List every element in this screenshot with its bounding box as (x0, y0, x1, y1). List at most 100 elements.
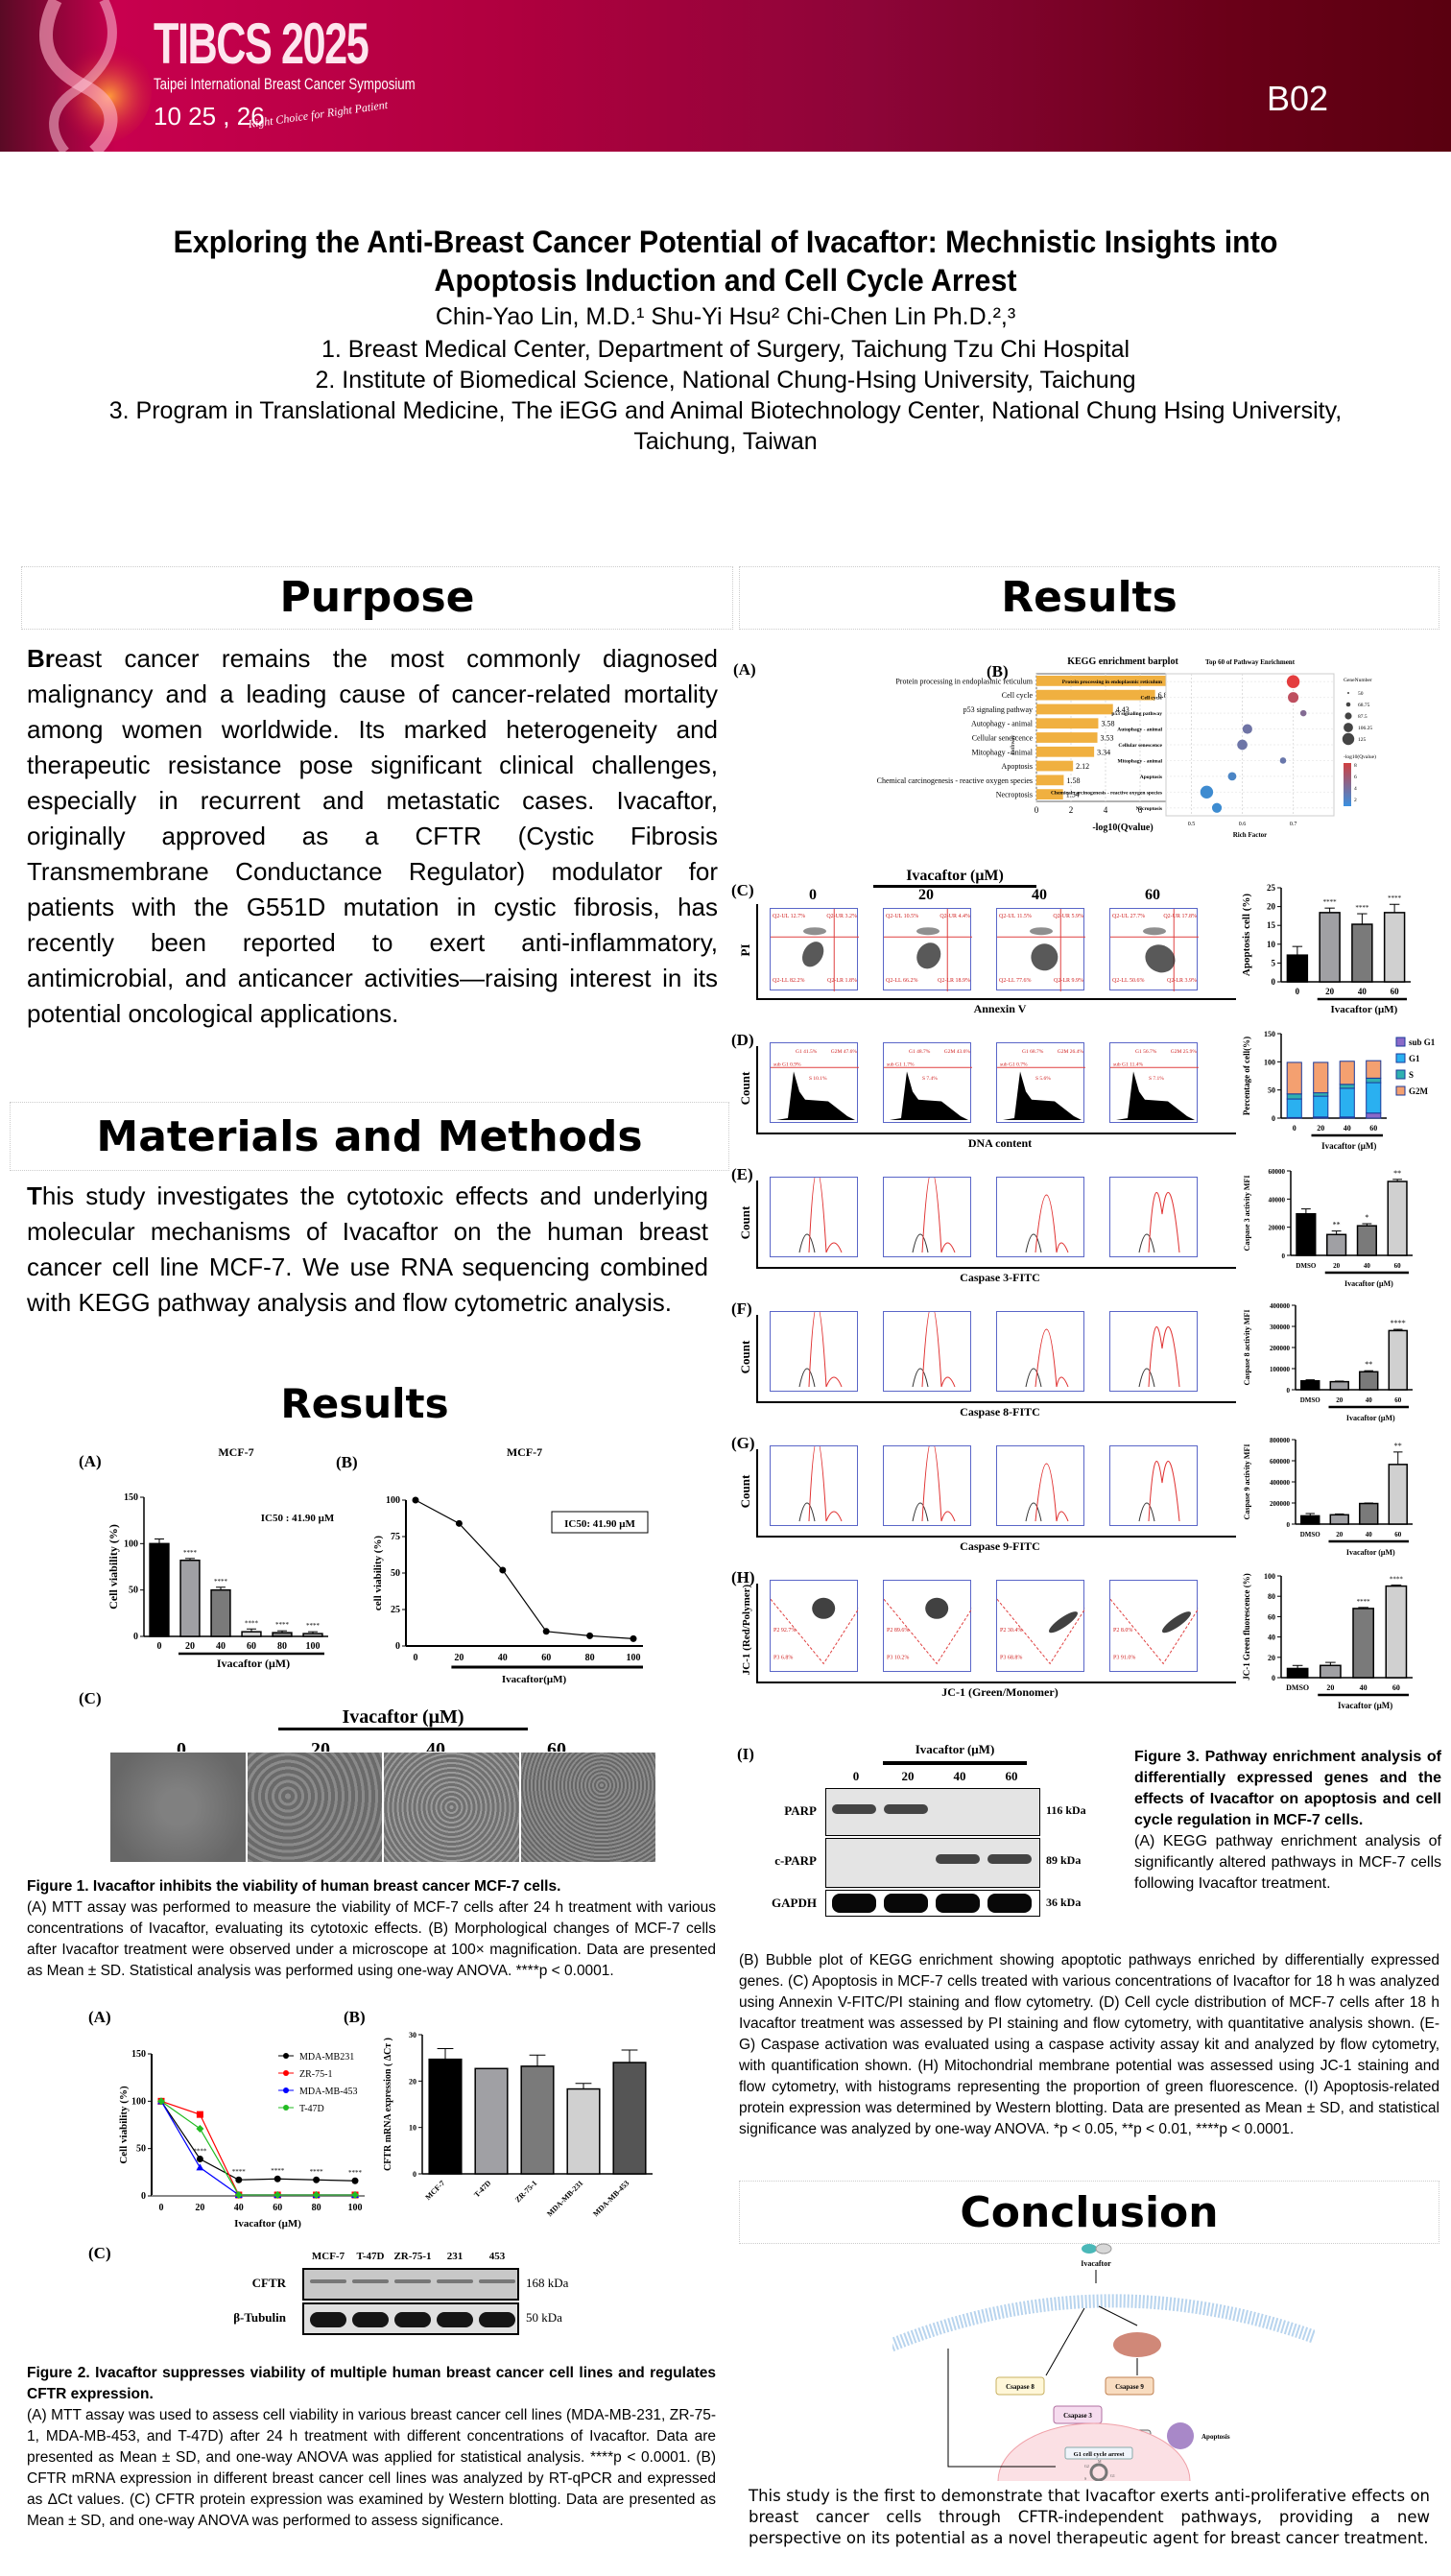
flow-plot (883, 1304, 971, 1392)
treated-histogram (1035, 1463, 1069, 1522)
blot-strip (825, 1838, 1040, 1888)
fig3c-apoptosis-bar-chart: 0 5 10 15 20 25 0 **** 20 **** 40 **** 60 Apoptosis c… (1241, 883, 1411, 1015)
x-tick-label: 0 (1296, 987, 1300, 996)
affiliation-3-cont: Taichung, Taiwan (633, 428, 818, 455)
lane-label: 40 (953, 1769, 966, 1783)
arrow (947, 2349, 1056, 2468)
x-axis-label: Ivacaftor (μM) (1344, 1279, 1393, 1288)
bar (1359, 1502, 1379, 1525)
significance-label: ** (1365, 1360, 1372, 1369)
y-tick-label: 0 (1272, 1114, 1275, 1123)
x-tick-label: 6 (1138, 805, 1143, 815)
dose-label: 60 (1145, 887, 1160, 903)
blot-band (884, 1894, 928, 1913)
axis-arrow-y (756, 1181, 758, 1267)
blot-row-label: PARP (784, 1803, 817, 1818)
logo-title: TIBCS 2025 (154, 12, 369, 76)
fig1b-line-chart: MCF-7 0 25 50 75 100 0 20 40 60 80 100 cell viabilit… (372, 1445, 649, 1685)
x-tick-label: 60 (1394, 1531, 1402, 1538)
data-point (196, 2124, 204, 2133)
fig3d-cellcycle-stacked-bar-chart: 0 50 100 150 0 20 40 60 Percentage of cell(%) Iva… (1242, 1030, 1436, 1151)
blot-band (884, 1804, 928, 1814)
x-tick-label: MDA-MB-231 (545, 2179, 584, 2218)
significance-label: ** (1394, 1442, 1402, 1450)
lane-label: 20 (901, 1769, 915, 1783)
legend-swatch (1395, 1053, 1406, 1063)
category-label: Autophagy - animal (971, 720, 1034, 728)
bubble (1279, 757, 1287, 764)
blot-row-label: β-Tubulin (233, 2310, 286, 2325)
category-label: Chemical carcinogenesis - reactive oxyge… (1051, 790, 1162, 796)
category-label: Apoptosis (1002, 762, 1033, 771)
axis-arrow-x (756, 1536, 1236, 1538)
x-tick-label: DMSO (1296, 1262, 1317, 1270)
blot-strip (825, 1788, 1040, 1836)
bar (1036, 676, 1182, 686)
x-tick-label: 40 (1366, 1531, 1373, 1538)
y-axis-label: Caspase 8 activity MFI (1243, 1310, 1251, 1386)
significance-label: ** (1393, 1169, 1401, 1178)
flow-plot: Q2-UL 12.7% Q2-UR 3.2% Q2-LL 82.2% Q2-LR 1.… (770, 908, 859, 991)
y-tick-label: 50 (136, 2144, 146, 2155)
treated-histogram (1148, 1192, 1180, 1253)
category-label: Mitophagy - animal (971, 748, 1033, 756)
axis-arrow-x (756, 1401, 1236, 1403)
y-tick-label: 10 (409, 2124, 416, 2133)
gate-label: P3 68.8% (1000, 1656, 1022, 1661)
legend-label: sub G1 (1409, 1038, 1436, 1047)
arrest-label: G1 cell cycle arrest (1074, 2451, 1126, 2458)
x-axis-label: Ivacaftor (μM) (234, 2218, 301, 2230)
gate-label: sub G1 0.7% (1000, 1062, 1028, 1068)
y-tick-label: 50 (391, 1568, 400, 1579)
y-axis-label: Caspase 3 activity MFI (1243, 1176, 1251, 1252)
significance-label: **** (183, 1549, 198, 1557)
y-tick-label: 0 (413, 2170, 416, 2179)
arrow (1045, 2307, 1085, 2376)
series-line (415, 1499, 634, 1639)
control-histogram (1025, 1368, 1042, 1388)
conference-banner: TIBCS 2025 Taipei International Breast C… (0, 0, 1451, 152)
flow-plot-graphic (912, 1439, 956, 1522)
x-tick-label: 0 (157, 1641, 162, 1652)
y-axis-label: Apoptosis cell (%) (1241, 894, 1252, 977)
gate-label: G2M 43.6% (944, 1049, 971, 1055)
flow-plot-graphic: Q2-UL 10.5% Q2-UR 4.4% Q2-LL 66.2% Q2-LR 18… (884, 909, 972, 991)
bar (241, 1631, 262, 1637)
legend-bubble (1342, 732, 1355, 746)
x-tick-label: 100 (306, 1641, 321, 1652)
axis-arrow-y (756, 1315, 758, 1401)
blot-band (394, 2279, 431, 2283)
bubble (1211, 802, 1223, 813)
y-axis-label: cell viability (%) (372, 1536, 384, 1611)
phase-label: S (1084, 2476, 1086, 2481)
x-tick-label: 40 (234, 2203, 244, 2213)
y-tick-label: 0 (1287, 1521, 1291, 1529)
y-tick-label: 10 (1267, 940, 1276, 949)
x-tick-label: 40 (216, 1641, 226, 1652)
treated-histogram (1148, 1326, 1180, 1388)
data-point (196, 2156, 203, 2163)
legend-label: MDA-MB-453 (299, 2087, 358, 2097)
fig3-caption-side: Figure 3. Pathway enrichment analysis of… (1134, 1747, 1441, 1895)
blot-band (936, 1854, 980, 1864)
quadrant-label: Q2-LR 9.9% (1054, 978, 1083, 984)
gate-label: S 10.1% (809, 1076, 827, 1082)
node-label: Csapase 3 (1063, 2412, 1092, 2420)
y-tick-label: 5 (1272, 958, 1276, 967)
cell-membrane (892, 2294, 1315, 2352)
fig2-caption-title: Figure 2. Ivacaftor suppresses viability… (27, 2365, 716, 2402)
flow-plot: sub G1 0.9% G1 41.5% G2M 47.6% S 10.1% (770, 1042, 859, 1123)
flow-plot-graphic: sub G1 0.9% G1 41.5% G2M 47.6% S 10.1% (771, 1049, 859, 1120)
flow-plot: P2 30.4% P3 68.8% (996, 1580, 1086, 1672)
dose-label: 0 (809, 887, 817, 903)
bar (612, 2062, 647, 2175)
quadrant-label: Q2-UL 27.7% (1112, 914, 1145, 919)
y-tick-label: 40000 (1269, 1196, 1286, 1204)
flow-plot-graphic: Q2-UL 12.7% Q2-UR 3.2% Q2-LL 82.2% Q2-LR 1.… (771, 909, 859, 991)
flow-plot-graphic (1138, 1461, 1180, 1522)
y-axis-label: Cell viability (%) (107, 1524, 120, 1610)
stacked-bar-segment (1286, 1061, 1302, 1095)
flow-plot-graphic: sub G1 11.4% G1 56.7% G2M 25.9% S 7.1% (1110, 1049, 1199, 1120)
control-histogram (798, 1502, 816, 1522)
y-tick-label: 0 (141, 2191, 146, 2202)
